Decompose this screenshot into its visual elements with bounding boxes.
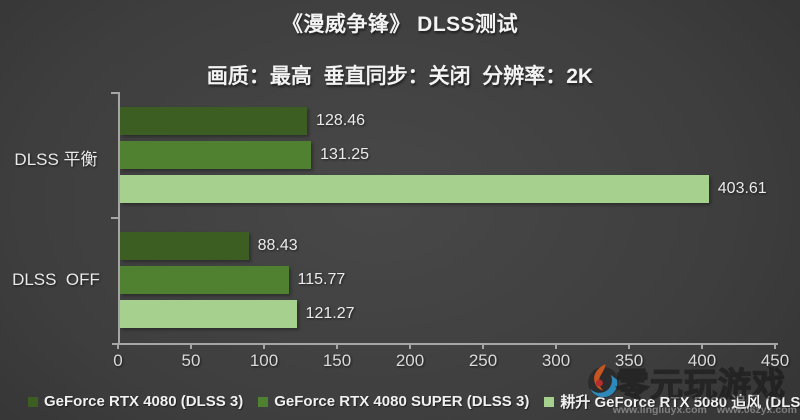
bar-value-label: 131.25: [320, 145, 370, 163]
bar-row: 128.46: [119, 106, 776, 135]
category-label: DLSS OFF: [12, 270, 100, 290]
y-axis-tick: [111, 92, 119, 94]
bar-value-label: 115.77: [297, 271, 346, 289]
x-tick-mark: [409, 343, 411, 349]
x-tick-label: 300: [541, 351, 571, 370]
x-tick-label: 200: [395, 351, 425, 370]
bar-value-label: 403.61: [717, 179, 767, 197]
bar: [119, 266, 289, 295]
bar: [119, 174, 709, 203]
x-tick-label: 0: [113, 351, 123, 370]
watermark-url-left: www.lingliuyx.com: [612, 404, 707, 416]
x-tick-mark: [336, 343, 338, 349]
x-tick-mark: [263, 343, 265, 349]
chart-title: 《漫威争锋》 DLSS测试: [281, 13, 519, 36]
x-tick-mark: [555, 343, 557, 349]
legend-label: 耕升 GeForce RTX 5080 追风 (DLSS 4): [560, 394, 800, 411]
legend-item: 耕升 GeForce RTX 5080 追风 (DLSS 4): [544, 391, 800, 412]
watermark-brand-text: 零元玩游戏: [615, 365, 786, 403]
x-tick-mark: [117, 343, 119, 349]
legend-swatch: [28, 396, 38, 407]
chart-subtitle: 画质：最高 垂直同步：关闭 分辨率：2K: [206, 65, 594, 88]
bar: [119, 106, 308, 135]
x-tick-mark: [190, 343, 192, 349]
bar-row: 131.25: [119, 140, 776, 169]
bar: [119, 300, 297, 329]
x-tick-mark: [482, 343, 484, 349]
x-tick-label: 50: [181, 351, 201, 370]
x-tick-mark: [774, 343, 776, 349]
legend-item: GeForce RTX 4080 (DLSS 3): [28, 393, 243, 410]
watermark-urls: www.lingliuyx.com www.06zyx.com: [613, 404, 797, 416]
bar-value-label: 88.43: [257, 237, 298, 255]
bar-row: 403.61: [119, 174, 776, 203]
bar-row: 88.43: [119, 232, 776, 261]
category-label: DLSS 平衡: [14, 149, 98, 169]
bar-group: 88.43 115.77 121.27: [119, 218, 776, 344]
legend-swatch: [544, 396, 555, 407]
watermark-url-right: www.06zyx.com: [716, 404, 797, 416]
x-tick-label: 250: [468, 351, 498, 370]
legend-label: GeForce RTX 4080 SUPER (DLSS 3): [274, 393, 530, 410]
x-tick-label: 400: [687, 351, 717, 370]
y-axis-tick: [111, 217, 119, 219]
bar-row: 115.77: [119, 266, 776, 295]
watermark-logo-icon: [588, 364, 619, 398]
legend-item: GeForce RTX 4080 SUPER (DLSS 3): [258, 393, 529, 410]
plot-area: 128.46 131.25 403.61 88.43 115.77 121.27: [119, 92, 776, 344]
x-tick-label: 350: [614, 351, 644, 370]
bar: [119, 140, 312, 169]
bar-value-label: 121.27: [305, 305, 355, 323]
x-axis-line: [112, 343, 778, 345]
bar-group: 128.46 131.25 403.61: [119, 92, 776, 218]
x-tick-label: 100: [249, 351, 279, 370]
x-tick-mark: [701, 343, 703, 349]
legend-label: GeForce RTX 4080 (DLSS 3): [44, 393, 244, 410]
x-tick-mark: [628, 343, 630, 349]
legend-swatch: [258, 396, 269, 407]
bar-value-label: 128.46: [316, 111, 365, 129]
x-tick-label: 150: [322, 351, 352, 370]
bar-row: 121.27: [119, 300, 776, 329]
bar: [119, 232, 249, 261]
x-tick-label: 450: [760, 351, 790, 370]
legend: GeForce RTX 4080 (DLSS 3) GeForce RTX 408…: [28, 391, 800, 412]
